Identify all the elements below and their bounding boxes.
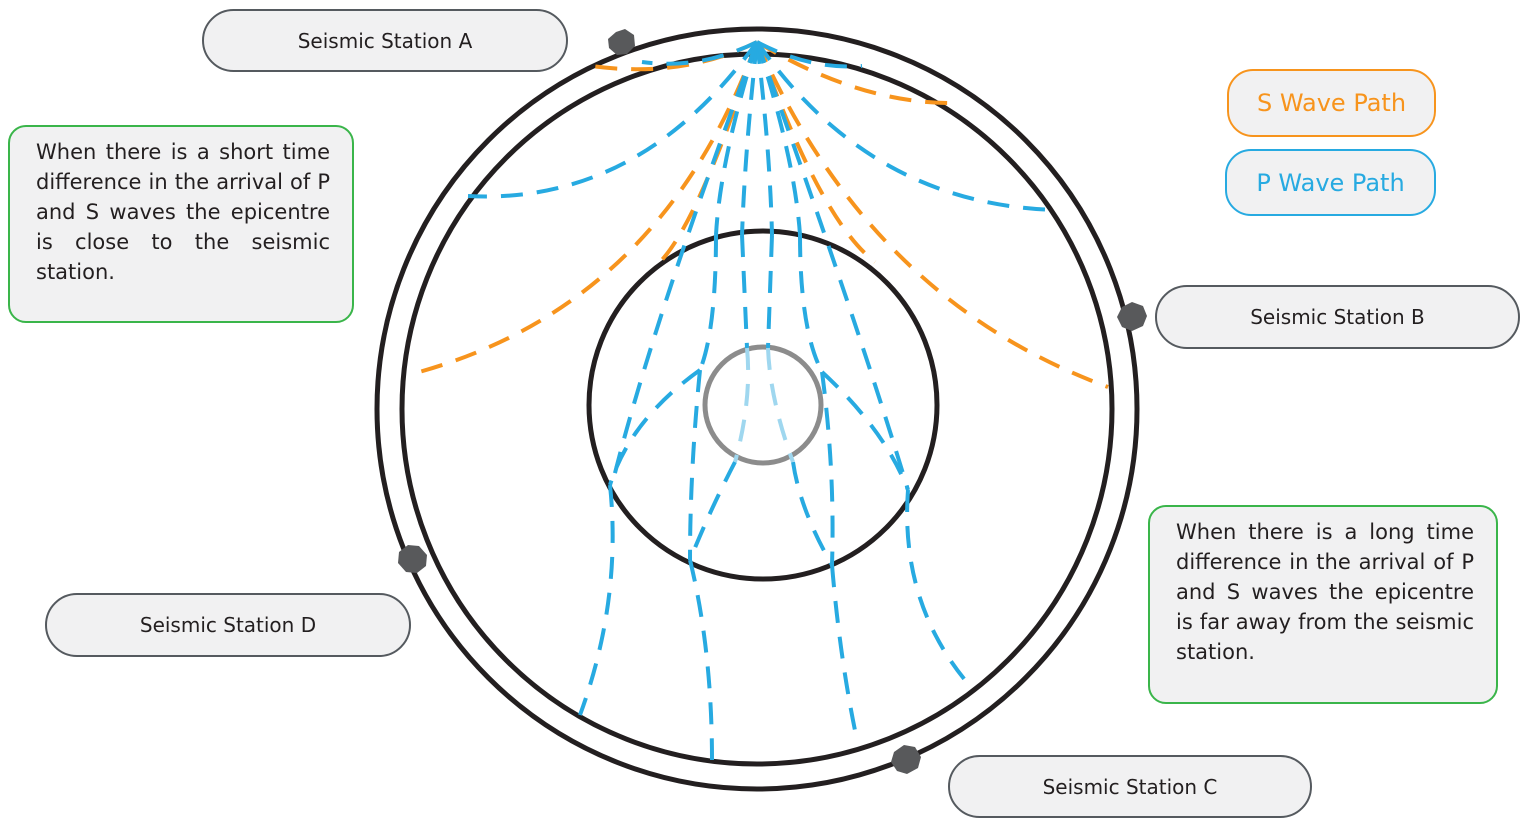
s-wave-legend: S Wave Path: [1227, 69, 1436, 137]
p-wave-path: [756, 40, 863, 69]
station-c-marker: [891, 745, 921, 774]
station-d-label: Seismic Station D: [45, 593, 411, 657]
s-wave-paths: [407, 40, 1109, 389]
p-wave-path: [755, 41, 802, 236]
station-c-label: Seismic Station C: [948, 755, 1312, 818]
p-wave-path: [740, 41, 759, 236]
s-wave-path: [755, 41, 1109, 389]
station-a-marker: [608, 29, 635, 55]
p-wave-path: [641, 40, 758, 66]
p-wave-legend: P Wave Path: [1225, 149, 1436, 216]
p-wave-path: [578, 484, 615, 716]
p-wave-path: [688, 559, 714, 761]
p-wave-paths-inner-core: [733, 347, 795, 463]
p-wave-path: [714, 41, 759, 236]
p-wave-path: [610, 41, 759, 486]
p-wave-path: [733, 347, 751, 463]
p-wave-path: [830, 564, 859, 741]
p-wave-path: [698, 234, 718, 371]
short-difference-note: When there is a short time difference in…: [8, 125, 354, 323]
s-wave-path: [755, 40, 958, 106]
p-wave-path: [755, 41, 774, 236]
p-wave-path: [820, 371, 835, 566]
long-difference-note: When there is a long time difference in …: [1148, 505, 1498, 704]
p-wave-path: [905, 489, 967, 682]
p-wave-path: [755, 41, 910, 491]
p-wave-path: [755, 40, 1058, 212]
s-wave-path: [407, 41, 759, 377]
station-b-label: Seismic Station B: [1155, 285, 1520, 349]
p-wave-path: [766, 347, 795, 463]
p-wave-path: [467, 40, 759, 199]
outer-core-boundary: [586, 228, 940, 582]
inner-core-boundary: [702, 344, 824, 466]
p-wave-paths: [467, 40, 1058, 761]
p-wave-path: [820, 370, 910, 491]
p-wave-path: [791, 461, 834, 567]
crust-boundary: [399, 51, 1115, 767]
p-wave-path: [688, 461, 737, 561]
station-d-marker: [398, 545, 427, 573]
station-a-label: Seismic Station A: [202, 9, 568, 72]
earth-surface-outer: [374, 26, 1140, 792]
p-wave-path: [608, 368, 702, 486]
p-wave-path: [740, 234, 749, 349]
p-wave-path: [766, 234, 774, 349]
p-wave-path: [688, 369, 702, 561]
station-b-marker: [1117, 302, 1147, 331]
p-wave-path: [798, 234, 824, 373]
